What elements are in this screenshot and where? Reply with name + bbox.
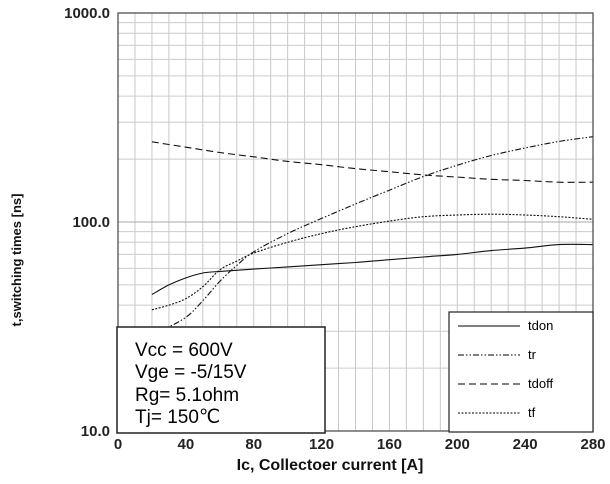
legend: tdon tr tdoff tf: [448, 311, 594, 433]
y-axis-title: t,switching times [ns]: [9, 194, 24, 327]
condition-tj: Tj= 150℃: [135, 407, 220, 428]
condition-vcc: Vcc = 600V: [135, 340, 233, 361]
x-tick-label: 120: [309, 436, 334, 453]
y-tick-label: 1000.0: [64, 5, 110, 22]
y-tick-labels: 10.0 100.0 1000.0: [64, 5, 110, 440]
x-tick-label: 0: [114, 436, 122, 453]
x-tick-label: 200: [445, 436, 470, 453]
legend-label-tdon: tdon: [528, 318, 553, 333]
y-tick-label: 10.0: [81, 423, 110, 440]
series-line-tdoff: [151, 141, 594, 183]
chart-series: [151, 136, 594, 332]
x-axis-title: Ic, Collectoer current [A]: [237, 457, 424, 474]
x-tick-label: 280: [580, 436, 605, 453]
series-line-tr: [160, 136, 594, 332]
x-tick-labels: 0 40 80 120 160 200 240 280: [114, 436, 606, 453]
condition-rg: Rg= 5.1ohm: [135, 385, 239, 406]
series-line-tf: [151, 213, 594, 311]
conditions-box: Vcc = 600V Vge = -5/15V Rg= 5.1ohm Tj= 1…: [116, 326, 326, 434]
x-tick-label: 160: [377, 436, 402, 453]
series-line-tdon: [151, 243, 594, 295]
condition-vge: Vge = -5/15V: [135, 362, 247, 383]
y-tick-label: 100.0: [72, 214, 110, 231]
plot-frame: [117, 12, 594, 432]
x-tick-label: 80: [245, 436, 262, 453]
x-tick-label: 40: [178, 436, 195, 453]
legend-label-tdoff: tdoff: [528, 376, 553, 391]
legend-label-tf: tf: [528, 405, 536, 420]
legend-label-tr: tr: [528, 347, 537, 362]
x-tick-label: 240: [513, 436, 538, 453]
